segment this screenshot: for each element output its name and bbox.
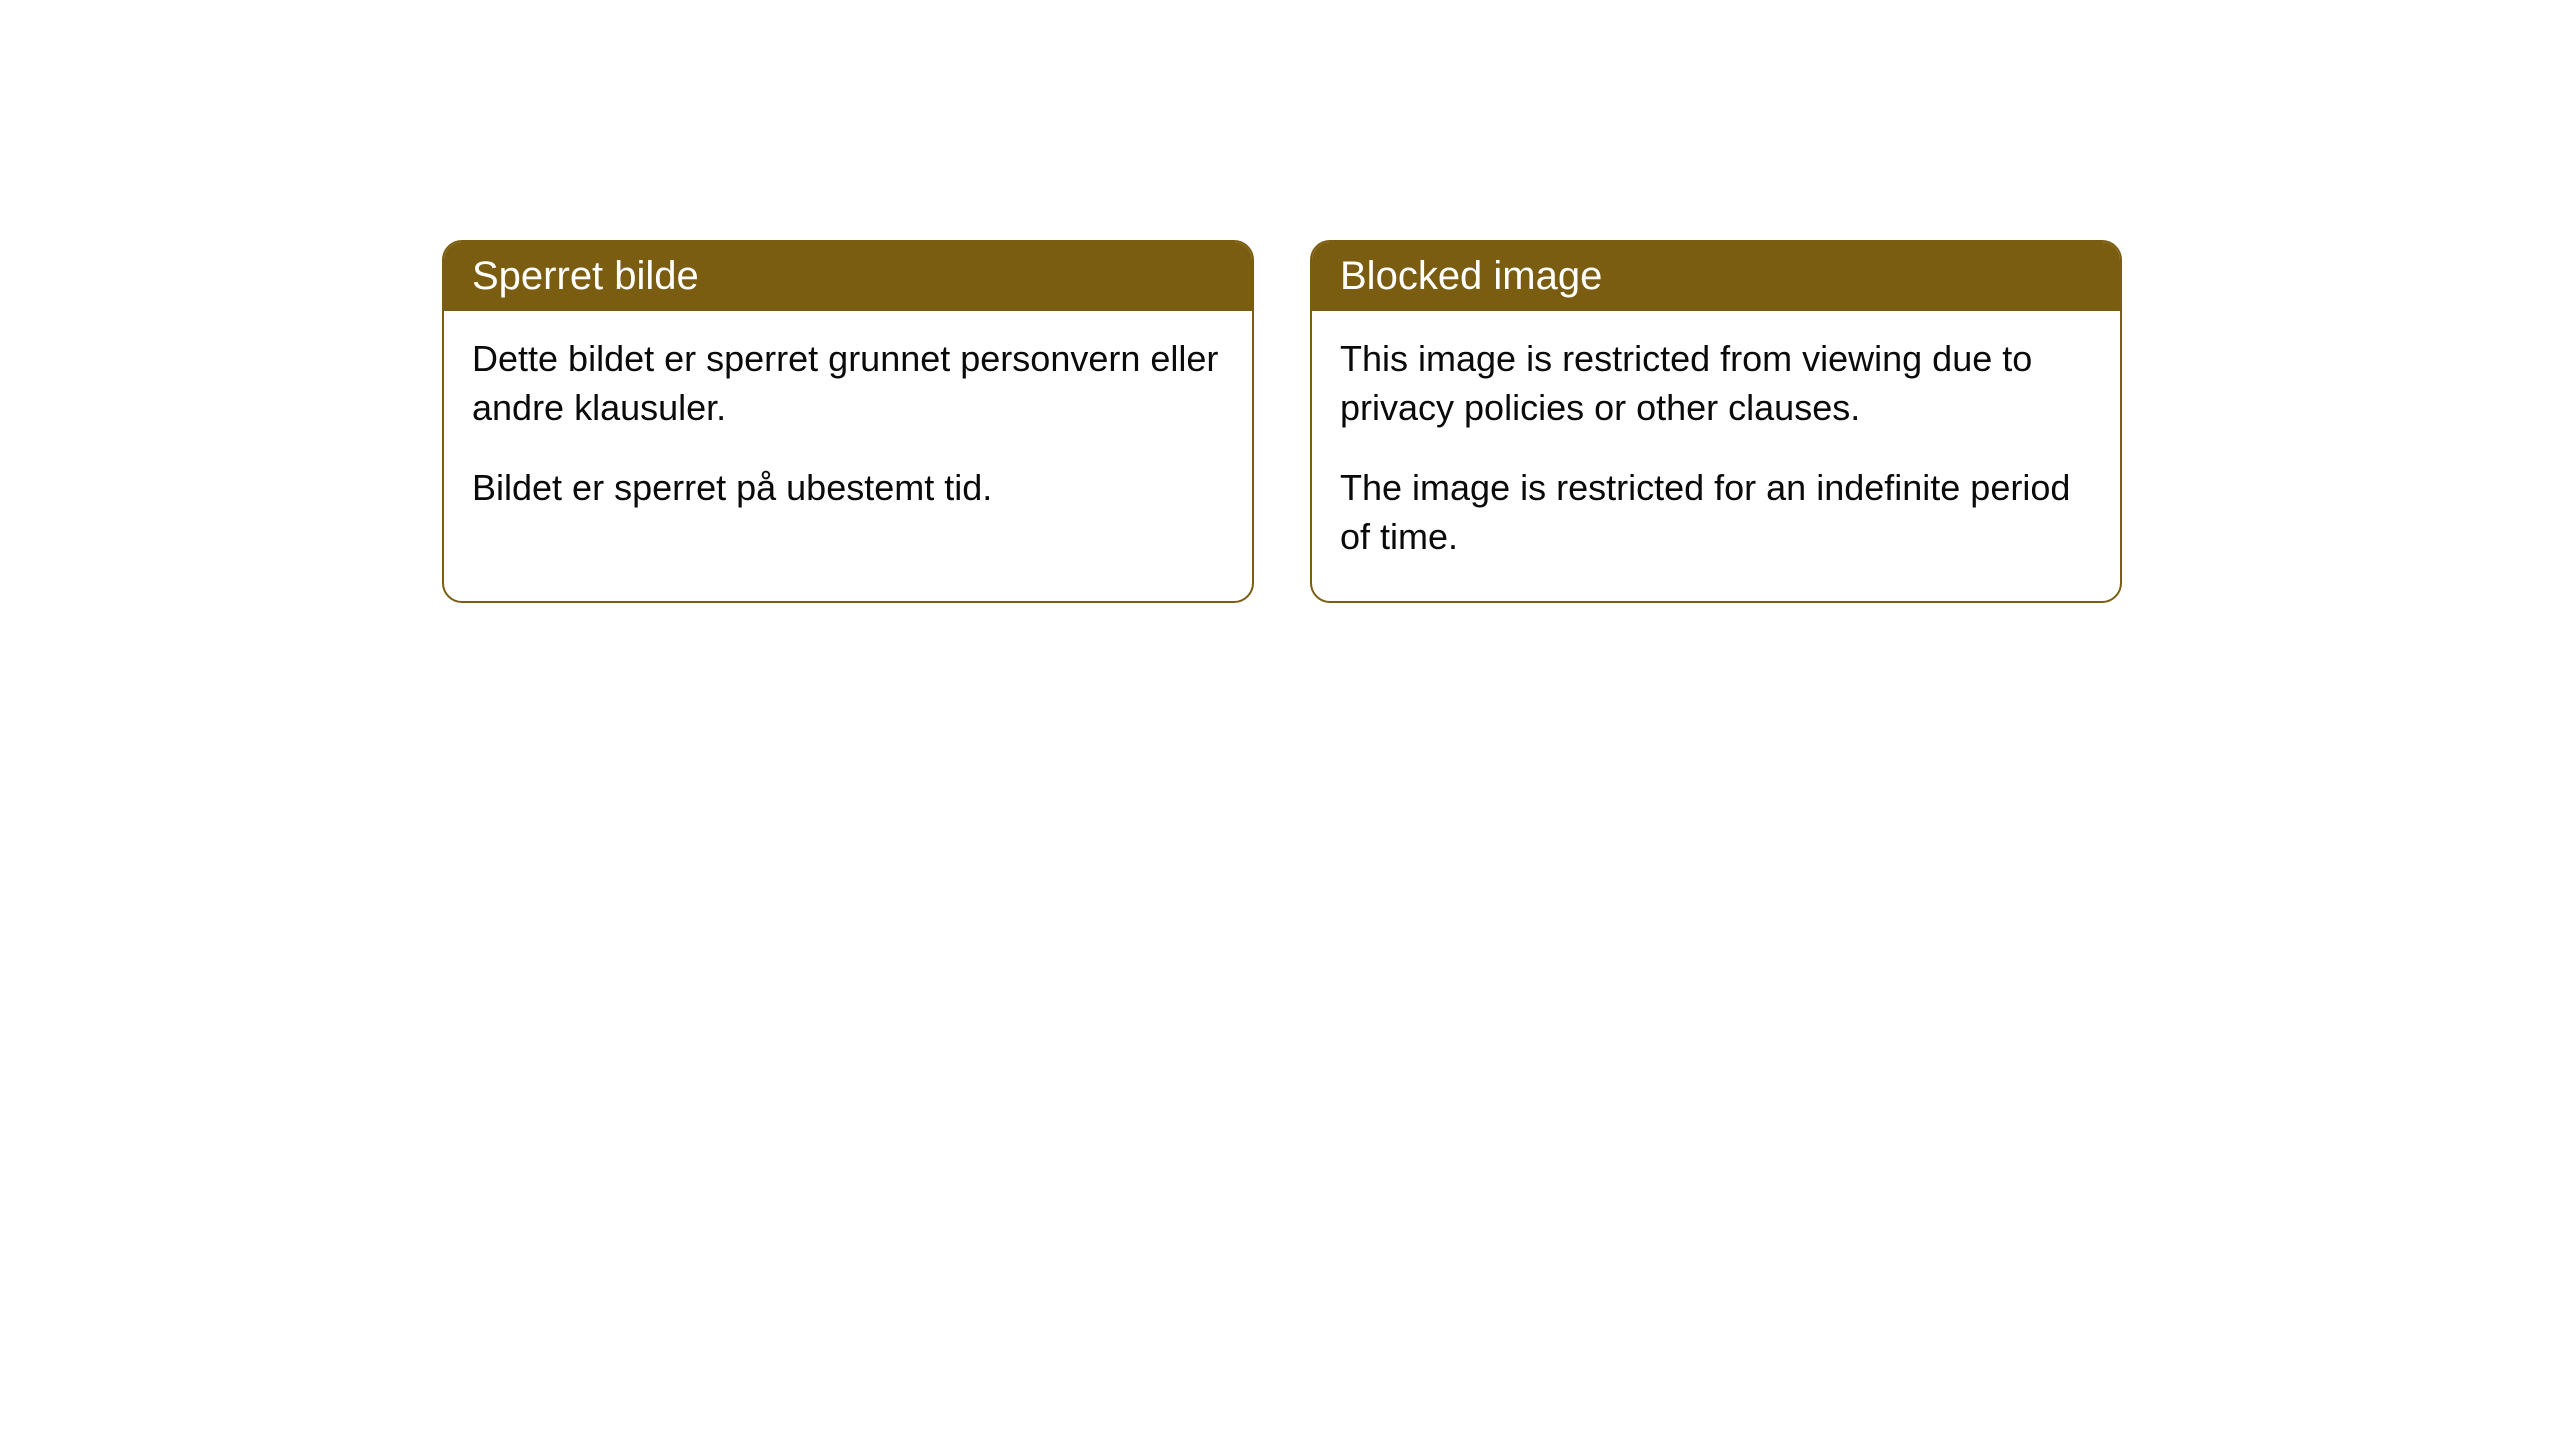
card-header: Blocked image — [1312, 242, 2120, 311]
card-paragraph: Bildet er sperret på ubestemt tid. — [472, 464, 1224, 513]
card-paragraph: This image is restricted from viewing du… — [1340, 335, 2092, 432]
card-body: Dette bildet er sperret grunnet personve… — [444, 311, 1252, 553]
card-title: Sperret bilde — [472, 254, 699, 298]
card-paragraph: Dette bildet er sperret grunnet personve… — [472, 335, 1224, 432]
card-title: Blocked image — [1340, 254, 1602, 298]
notice-card-english: Blocked image This image is restricted f… — [1310, 240, 2122, 603]
notice-cards-container: Sperret bilde Dette bildet er sperret gr… — [0, 0, 2560, 603]
card-paragraph: The image is restricted for an indefinit… — [1340, 464, 2092, 561]
card-body: This image is restricted from viewing du… — [1312, 311, 2120, 601]
notice-card-norwegian: Sperret bilde Dette bildet er sperret gr… — [442, 240, 1254, 603]
card-header: Sperret bilde — [444, 242, 1252, 311]
